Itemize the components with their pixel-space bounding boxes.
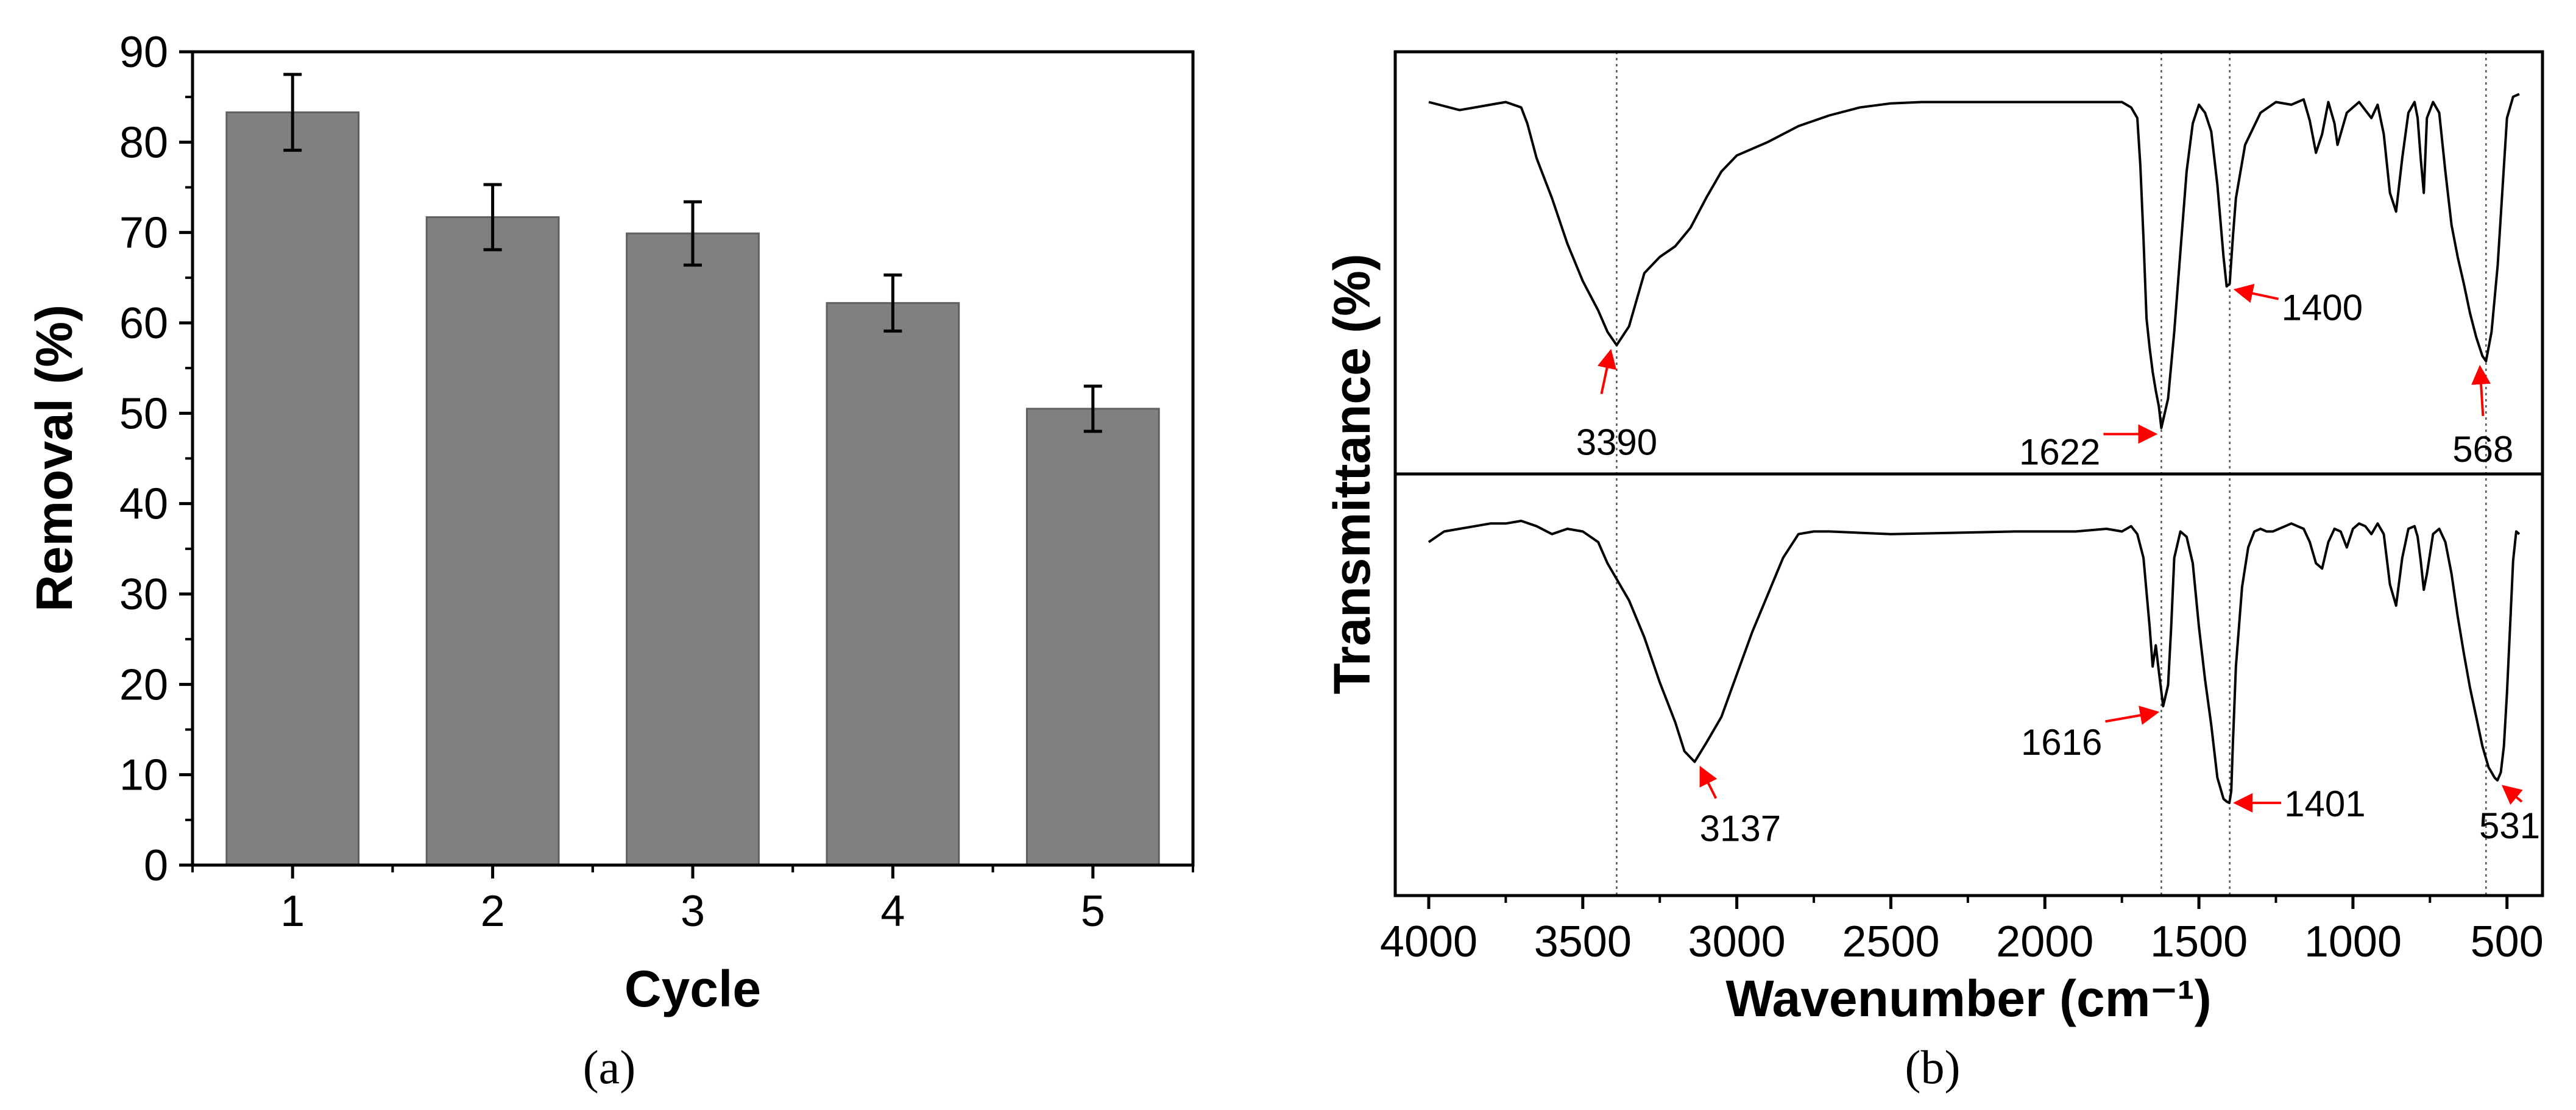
annotation-arrow [2105, 705, 2160, 725]
y-tick-label: 50 [119, 389, 168, 438]
y-axis-title: Removal (%) [26, 305, 83, 612]
x-tick-label: 2 [481, 887, 505, 936]
panel-a: 0 10 20 30 40 50 60 70 80 90 1 2 3 4 5 Removal (%) Cy… [26, 28, 1195, 1094]
x-ticks: 4000 3500 3000 2500 2000 1500 1000 500 [1380, 896, 2544, 966]
x-tick-label: 1000 [2304, 917, 2402, 966]
x-tick-label: 2000 [1996, 917, 2093, 966]
panel-b: 4000 3500 3000 2500 2000 1500 1000 500 3390 1622… [1323, 50, 2544, 1094]
y-axis-title: Transmittance (%) [1323, 253, 1381, 695]
peak-label: 1622 [2019, 431, 2100, 472]
bar [1025, 408, 1160, 866]
y-tick-label: 60 [119, 299, 168, 348]
y-tick-label: 30 [119, 570, 168, 619]
peak-label: 3137 [1700, 808, 1781, 849]
peak-label: 3390 [1576, 422, 1657, 463]
peak-annotations: 3390 1622 1400 568 3137 1616 1401 531 [1576, 283, 2540, 849]
peak-label: 1616 [2021, 722, 2102, 763]
bar [225, 111, 360, 866]
panel-label-b: (b) [1905, 1041, 1961, 1094]
x-tick-label: 4000 [1380, 917, 1477, 966]
peak-label: 568 [2452, 429, 2513, 470]
annotation-arrow [1699, 765, 1718, 799]
y-tick-label: 40 [119, 480, 168, 529]
x-tick-label: 5 [1081, 887, 1105, 936]
error-bars [283, 72, 1102, 433]
y-tick-label: 10 [119, 751, 168, 800]
x-tick-label: 2500 [1842, 917, 1939, 966]
annotation-arrow [2233, 283, 2279, 303]
x-ticks: 1 2 3 4 5 [191, 865, 1194, 936]
bar [826, 302, 960, 866]
x-tick-label: 3 [681, 887, 705, 936]
x-tick-label: 500 [2471, 917, 2544, 966]
peak-label: 531 [2479, 805, 2540, 846]
annotation-arrow [2471, 364, 2491, 416]
x-tick-label: 3000 [1688, 917, 1786, 966]
panel-label-a: (a) [583, 1041, 636, 1094]
y-tick-label: 0 [144, 841, 168, 890]
annotation-arrow [2501, 785, 2523, 805]
spectrum-line [1428, 93, 2520, 430]
spectrum-line [1428, 520, 2521, 804]
y-tick-label: 80 [119, 118, 168, 167]
peak-label: 1401 [2284, 783, 2365, 824]
annotation-arrow [1597, 348, 1617, 394]
bar [626, 232, 760, 866]
x-tick-label: 1500 [2150, 917, 2248, 966]
y-tick-label: 90 [119, 28, 168, 77]
ftir-plot: 4000 3500 3000 2500 2000 1500 1000 500 3390 1622… [1380, 50, 2544, 966]
y-ticks: 0 10 20 30 40 50 60 70 80 90 [119, 28, 193, 890]
bar [425, 216, 560, 866]
x-axis-title: Cycle [625, 960, 761, 1017]
plot-frame [191, 50, 1195, 867]
x-tick-label: 3500 [1534, 917, 1632, 966]
y-tick-label: 70 [119, 209, 168, 258]
bar-chart-plot: 0 10 20 30 40 50 60 70 80 90 1 2 3 4 5 [119, 28, 1195, 936]
x-tick-label: 1 [280, 887, 305, 936]
peak-label: 1400 [2282, 288, 2363, 328]
bars [225, 111, 1160, 866]
spectra [1428, 93, 2521, 804]
x-axis-title: Wavenumber (cm⁻¹) [1725, 970, 2211, 1027]
y-tick-label: 20 [119, 660, 168, 709]
x-tick-label: 4 [880, 887, 905, 936]
